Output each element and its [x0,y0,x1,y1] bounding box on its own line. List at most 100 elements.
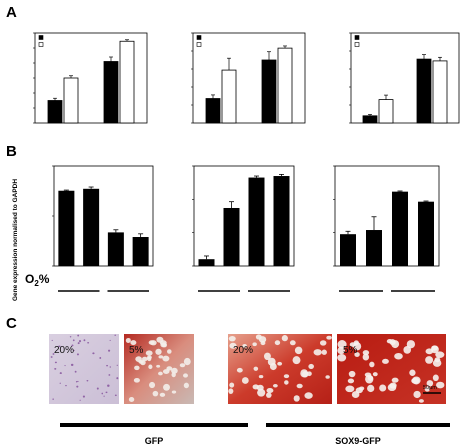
bar-5-gfp [221,69,237,124]
cell-lacuna [418,399,424,403]
cell-lacuna [77,380,79,383]
cell-lacuna [51,339,54,341]
cell-lacuna [76,353,79,356]
cell-lacuna [171,367,178,374]
cell-lacuna [228,388,234,394]
cell-lacuna [319,340,327,346]
cell-lacuna [266,392,272,398]
cell-lacuna [54,368,57,370]
o2-axis-label: O2% [25,272,50,288]
cell-lacuna [108,349,111,352]
cell-lacuna [78,339,82,343]
cell-lacuna [147,356,152,362]
bar-20-gfp [205,98,221,124]
bar-gfp-5 [366,230,382,266]
panel-label-b: B [6,143,17,160]
group-label-gfp: GFP [145,436,164,446]
chart-col2a1 [192,165,295,292]
plot-frame [193,165,295,267]
cell-lacuna [257,388,266,397]
cell-lacuna [114,334,117,336]
cell-lacuna [411,377,420,384]
cell-lacuna [431,345,439,354]
bar-sox9-gfp-5 [273,176,290,266]
cell-lacuna [354,352,360,357]
cell-lacuna [77,334,80,337]
cell-lacuna [283,374,290,379]
cell-lacuna [258,336,267,343]
cell-lacuna [183,382,189,389]
histology-cells [50,334,445,403]
cell-lacuna [107,384,110,387]
cell-lacuna [229,382,235,388]
cell-lacuna [277,361,283,366]
cell-lacuna [242,343,248,348]
cell-lacuna [266,387,274,394]
cell-lacuna [362,350,370,356]
cell-lacuna [65,385,67,387]
cell-lacuna [74,370,77,373]
cell-lacuna [52,353,55,355]
cell-lacuna [108,374,111,376]
cell-lacuna [87,342,90,344]
cell-lacuna [256,384,264,391]
bar-5-gfp [378,99,394,124]
histology-label-2: 5% [129,345,144,356]
cell-lacuna [253,366,259,371]
cell-lacuna [362,353,370,361]
cell-lacuna [337,354,347,362]
bar-20-sox9-gfp [416,58,432,124]
cell-lacuna [326,335,332,340]
cell-lacuna [58,345,61,348]
cell-lacuna [158,371,163,376]
cell-lacuna [73,349,75,351]
cell-lacuna [293,395,300,402]
cell-lacuna [77,342,80,345]
cell-lacuna [289,340,296,346]
panel-label-a: A [6,4,17,21]
bar-gfp-5 [83,188,100,266]
legend-swatch [38,42,44,47]
cell-lacuna [148,340,155,345]
cell-lacuna [372,372,378,377]
cell-lacuna [99,356,102,359]
cell-lacuna [71,344,74,347]
cell-lacuna [134,365,140,371]
cell-lacuna [302,371,309,378]
cell-lacuna [156,364,161,368]
cell-lacuna [155,348,162,355]
bar-gfp-20 [198,259,215,266]
cell-lacuna [272,384,278,388]
chart-gag-content [349,32,460,124]
cell-lacuna [159,392,166,397]
cell-lacuna [145,350,153,356]
histology-label-1: 20% [54,345,74,356]
cell-lacuna [294,346,303,355]
chart-col1a1 [52,165,154,292]
cell-lacuna [158,355,164,359]
cell-lacuna [179,363,186,368]
cell-lacuna [106,364,108,367]
cell-lacuna [258,374,264,379]
cell-lacuna [403,346,412,354]
cell-lacuna [369,361,375,368]
cell-lacuna [367,384,375,393]
cell-lacuna [59,382,61,384]
cell-lacuna [86,379,89,382]
cell-lacuna [59,372,62,375]
cell-lacuna [83,339,86,342]
panel-label-c: C [6,315,17,332]
cell-lacuna [70,363,74,366]
cell-lacuna [386,338,393,344]
cell-lacuna [406,340,416,349]
cell-lacuna [166,366,173,371]
cell-lacuna [347,378,355,384]
cell-lacuna [432,374,439,382]
cell-lacuna [349,342,356,347]
cell-lacuna [355,387,363,394]
bar-sox9-gfp-5 [418,201,434,266]
cell-lacuna [321,349,327,355]
bar-20-gfp [362,115,378,124]
bar-sox9-gfp-5 [132,237,149,266]
